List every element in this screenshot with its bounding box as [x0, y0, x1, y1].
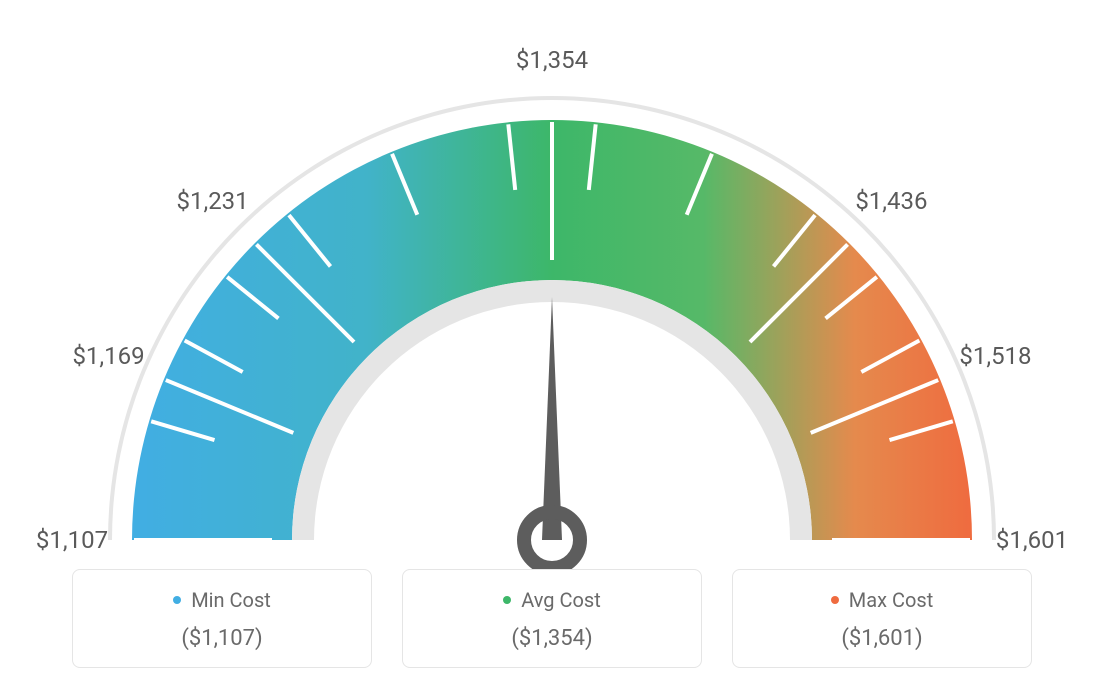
dot-icon: [503, 596, 511, 604]
legend-label: Avg Cost: [521, 588, 601, 612]
gauge-tick-label: $1,601: [996, 526, 1068, 554]
legend-title-avg: Avg Cost: [503, 588, 601, 612]
gauge-tick-label: $1,107: [36, 526, 108, 554]
gauge-svg: [0, 30, 1104, 590]
legend-title-min: Min Cost: [173, 588, 271, 612]
legend-label: Max Cost: [849, 588, 934, 612]
gauge-chart-container: $1,107 $1,169 $1,231 $1,354 $1,436 $1,518 $1,6…: [0, 0, 1104, 690]
dot-icon: [173, 596, 181, 604]
legend-row: Min Cost ($1,107) Avg Cost ($1,354) Max …: [72, 569, 1032, 668]
dot-icon: [831, 596, 839, 604]
legend-label: Min Cost: [191, 588, 271, 612]
gauge-tick-label: $1,169: [72, 342, 144, 370]
legend-card-avg: Avg Cost ($1,354): [402, 569, 702, 668]
legend-value-min: ($1,107): [83, 626, 361, 651]
gauge-tick-label: $1,231: [176, 187, 248, 215]
legend-card-max: Max Cost ($1,601): [732, 569, 1032, 668]
gauge-tick-label: $1,354: [516, 46, 588, 74]
gauge-tick-label: $1,436: [855, 187, 927, 215]
gauge-area: $1,107 $1,169 $1,231 $1,354 $1,436 $1,518 $1,6…: [0, 0, 1104, 560]
legend-value-avg: ($1,354): [413, 626, 691, 651]
legend-value-max: ($1,601): [743, 626, 1021, 651]
legend-card-min: Min Cost ($1,107): [72, 569, 372, 668]
legend-title-max: Max Cost: [831, 588, 934, 612]
gauge-tick-label: $1,518: [959, 342, 1031, 370]
